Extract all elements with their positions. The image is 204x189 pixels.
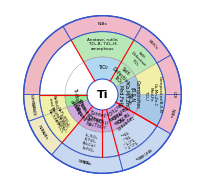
Wedge shape (134, 94, 165, 126)
Wedge shape (156, 55, 180, 134)
Text: SIHCs: SIHCs (138, 146, 151, 156)
Text: Ti₃C₂Tₓ;
Ti₂CTₓ;
TiS₂;
TiTe₂: Ti₃C₂Tₓ; Ti₂CTₓ; TiS₂; TiTe₂ (116, 126, 138, 149)
Text: CDI: CDI (171, 91, 174, 98)
Text: SIHCs: SIHCs (146, 39, 158, 50)
Wedge shape (106, 102, 134, 131)
Wedge shape (67, 100, 92, 123)
Wedge shape (24, 26, 102, 173)
Wedge shape (83, 57, 121, 81)
Wedge shape (115, 94, 139, 113)
Text: NaTi₂(PO₄)₃
Na₂MnTi(PO₄)₃
Na₂TiFe(PO₄)₃: NaTi₂(PO₄)₃ Na₂MnTi(PO₄)₃ Na₂TiFe(PO₄)₃ (46, 104, 72, 136)
Wedge shape (63, 149, 102, 173)
Text: Composites
(B,S,N
Co,Mn,Zn
Mnd,Fe): Composites (B,S,N Co,Mn,Zn Mnd,Fe) (117, 80, 140, 109)
Text: TiO₂: TiO₂ (97, 66, 107, 70)
Text: Self-
Defective
TiO₂: Self- Defective TiO₂ (126, 47, 149, 71)
Text: Composites(B,S,N
Co,Mn,Zn,C
Mnd,Fe
TiO₂): Composites(B,S,N Co,Mn,Zn,C Mnd,Fe TiO₂) (143, 76, 161, 113)
Text: NIBs: NIBs (37, 125, 45, 135)
Wedge shape (78, 106, 112, 132)
Wedge shape (134, 63, 165, 126)
Wedge shape (133, 26, 170, 63)
Wedge shape (83, 108, 102, 132)
Text: Li₂TiO₃
K₂TiO₃
(Ni,Co)
FeTiO₃: Li₂TiO₃ K₂TiO₃ (Ni,Co) FeTiO₃ (80, 132, 98, 153)
Wedge shape (24, 94, 43, 122)
Text: NIBs: NIBs (40, 130, 49, 140)
Wedge shape (63, 16, 141, 40)
Wedge shape (43, 107, 78, 143)
Wedge shape (28, 116, 62, 155)
Wedge shape (65, 94, 94, 127)
Text: NIBs: NIBs (81, 160, 91, 167)
Circle shape (86, 79, 118, 110)
Text: NaSbO₃
and Ti: NaSbO₃ and Ti (53, 114, 69, 132)
Text: Ti-doping: Ti-doping (72, 87, 80, 111)
Text: Na-Ti-O: Na-Ti-O (123, 92, 132, 111)
Wedge shape (102, 102, 134, 132)
Text: Ti-based
analogues: Ti-based analogues (69, 96, 92, 123)
Wedge shape (110, 62, 134, 87)
Wedge shape (62, 123, 118, 157)
Text: SIHCs CDI: SIHCs CDI (29, 94, 36, 115)
Text: Phos-
phates: Phos- phates (70, 98, 88, 118)
Text: Layered:
NaTiO₂;
Na₂Ti₃O₇;
Na₂Ti₂O₅: Layered: NaTiO₂; Na₂Ti₃O₇; Na₂Ti₂O₅ (102, 100, 134, 131)
Wedge shape (71, 127, 102, 157)
Text: NIBs: NIBs (30, 102, 35, 112)
Wedge shape (121, 40, 156, 76)
Wedge shape (24, 94, 71, 163)
Wedge shape (39, 94, 67, 116)
Text: Tunnel:
Na₂Ti₆O₁₃/
Na₂Ti₃O₇: Tunnel: Na₂Ti₆O₁₃/ Na₂Ti₃O₇ (83, 110, 110, 131)
Wedge shape (118, 126, 170, 171)
Text: Anatase; rutile;
TiO₂-B; TiO₂-H;
amorphous: Anatase; rutile; TiO₂-B; TiO₂-H; amorpho… (86, 38, 118, 51)
Text: Self-
Defective
TiO₂: Self- Defective TiO₂ (106, 62, 135, 90)
Text: NIBs: NIBs (167, 108, 173, 118)
Text: SIBs: SIBs (132, 152, 142, 160)
Wedge shape (102, 126, 170, 173)
Wedge shape (102, 113, 156, 157)
Wedge shape (115, 76, 139, 113)
Wedge shape (39, 94, 83, 149)
Text: Non-
oxides: Non- oxides (106, 109, 125, 126)
Text: Ti: Ti (96, 90, 108, 99)
Wedge shape (63, 16, 180, 173)
Wedge shape (112, 113, 156, 155)
Text: Others: Others (87, 115, 104, 125)
Wedge shape (156, 94, 180, 134)
Text: NaSbO₃
and Ti: NaSbO₃ and Ti (47, 95, 58, 112)
Text: SIHCs: SIHCs (77, 159, 90, 167)
Wedge shape (71, 32, 133, 62)
Wedge shape (65, 94, 88, 107)
Wedge shape (52, 143, 122, 173)
Text: NIBs: NIBs (97, 22, 107, 26)
